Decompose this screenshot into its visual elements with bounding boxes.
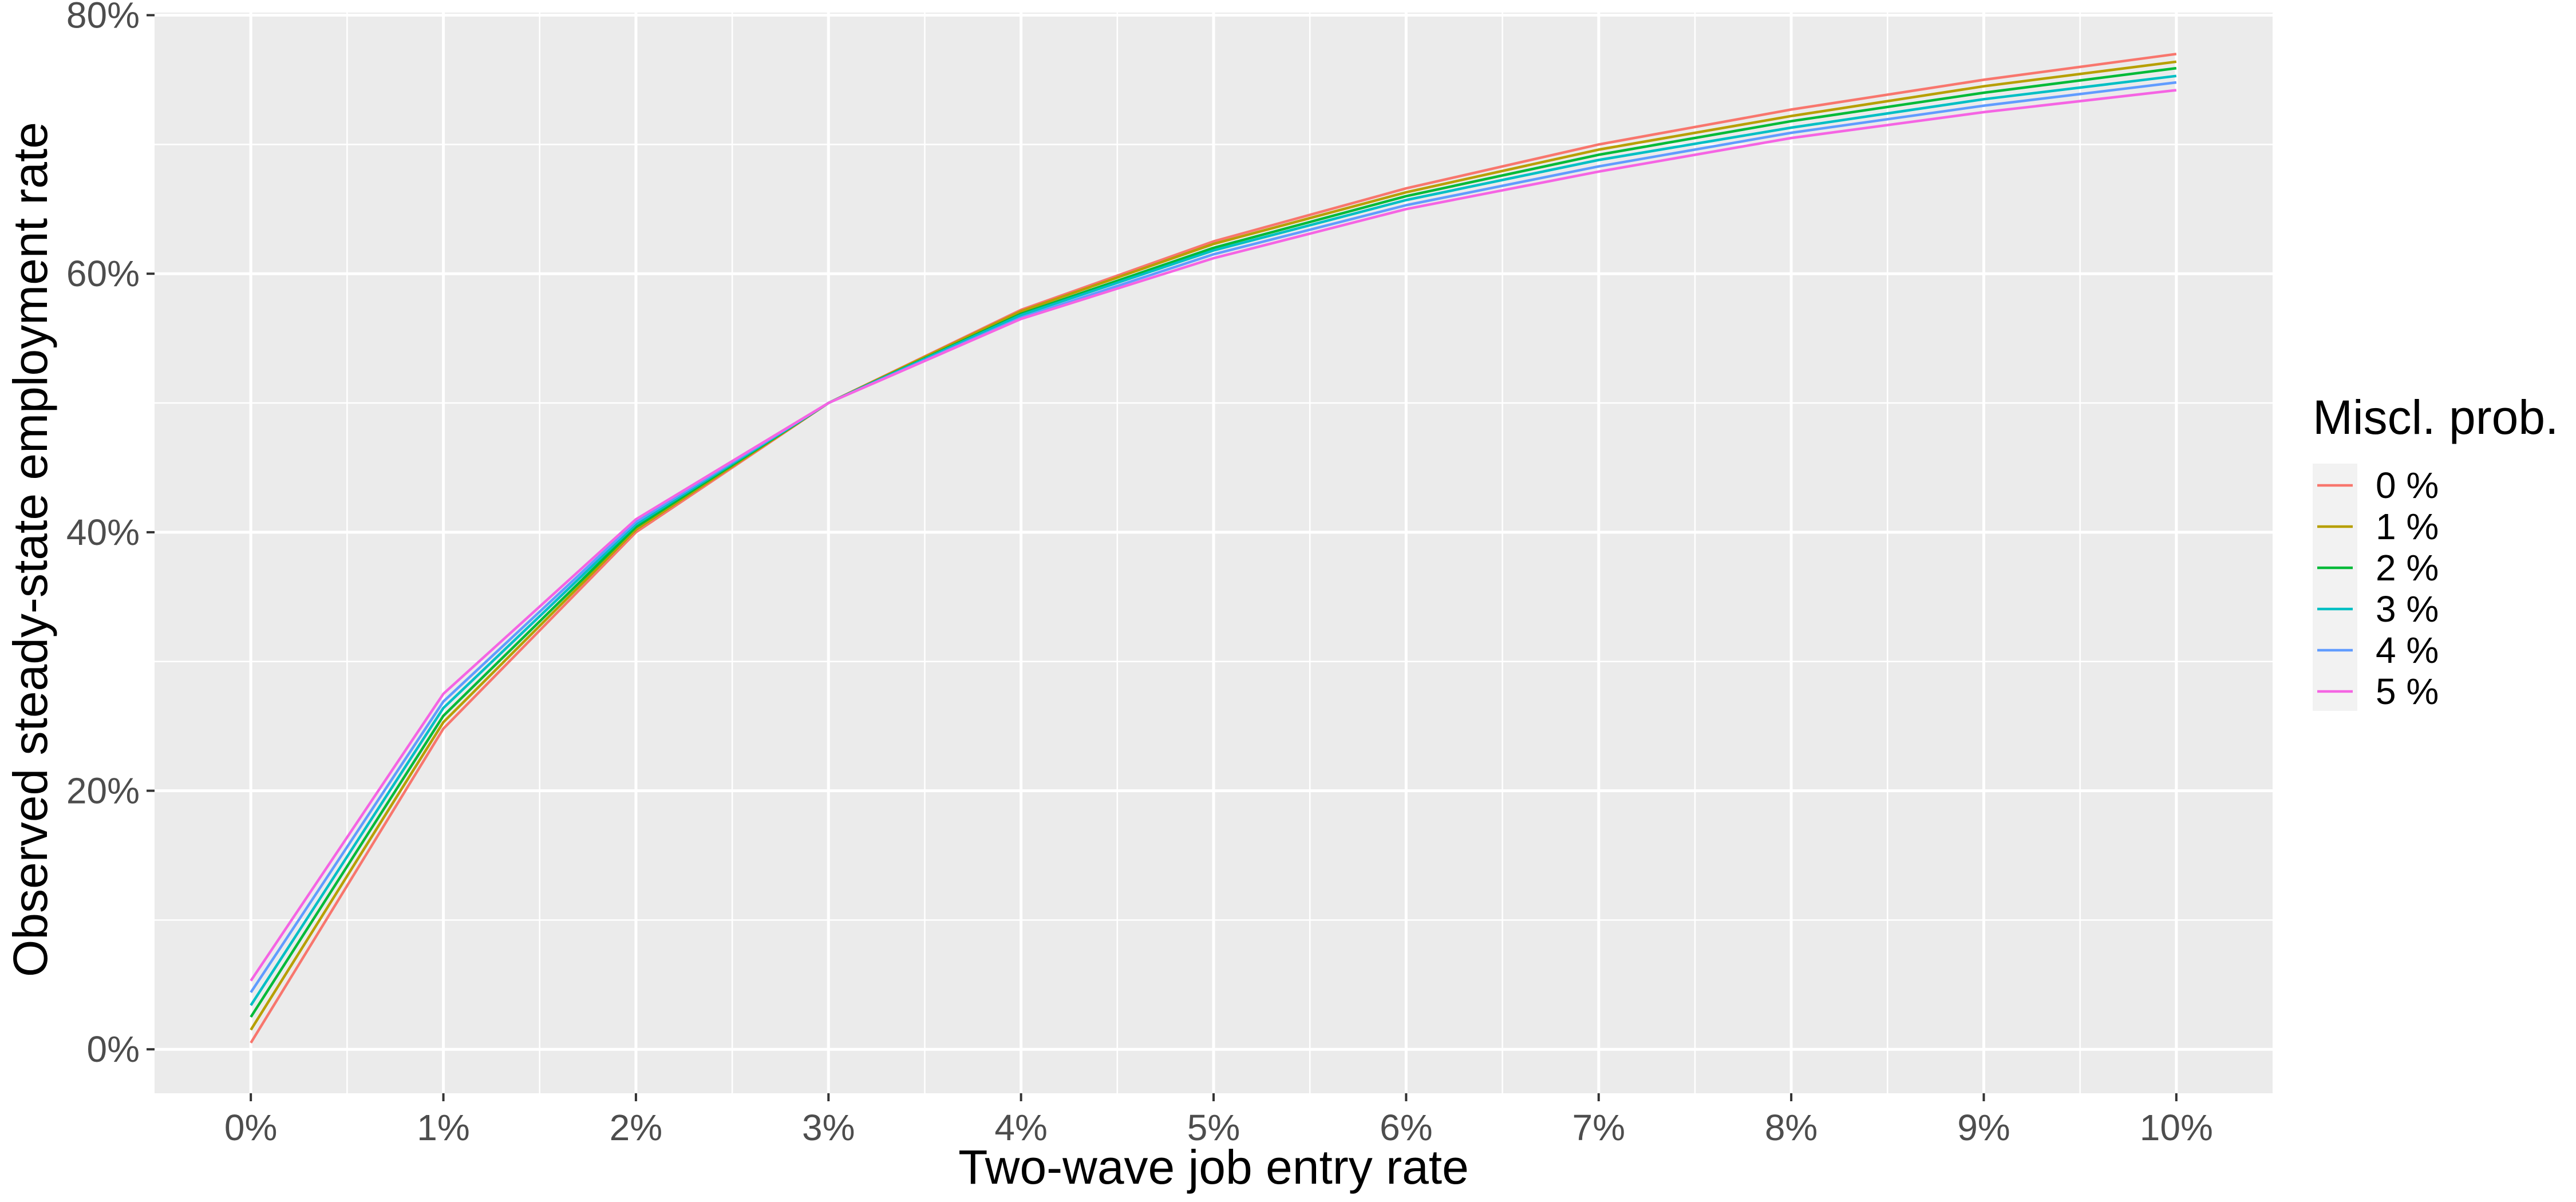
major-gridlines: [155, 13, 2273, 1093]
series-line-4: [250, 81, 2177, 994]
y-tick-label: 0%: [87, 1029, 140, 1070]
y-tick-label: 80%: [66, 0, 140, 36]
x-tick-label: 5%: [1187, 1107, 1240, 1148]
legend: Miscl. prob. 0 %1 %2 %3 %4 %5 %: [2313, 390, 2558, 712]
series-line-2: [250, 66, 2177, 1018]
legend-label: 5 %: [2376, 671, 2439, 712]
legend-label: 3 %: [2376, 588, 2439, 630]
legend-items: 0 %1 %2 %3 %4 %5 %: [2317, 465, 2439, 712]
y-axis-title: Observed steady-state employment rate: [3, 122, 57, 977]
series-line-3: [250, 74, 2177, 1006]
x-tick-label: 7%: [1572, 1107, 1625, 1148]
y-tick-label: 20%: [66, 770, 140, 812]
x-tick-label: 2%: [610, 1107, 663, 1148]
x-tick-label: 0%: [224, 1107, 278, 1148]
x-tick-label: 10%: [2140, 1107, 2213, 1148]
x-tick-label: 8%: [1765, 1107, 1818, 1148]
y-tick-label: 40%: [66, 512, 140, 553]
x-axis-title: Two-wave job entry rate: [958, 1140, 1469, 1194]
x-tick-label: 1%: [417, 1107, 470, 1148]
series-line-5: [250, 89, 2177, 982]
legend-label: 2 %: [2376, 547, 2439, 588]
y-axis: 0% 20% 40% 60% 80%: [66, 0, 155, 1070]
x-axis: 0% 1% 2% 3% 4% 5% 6% 7% 8% 9% 10%: [224, 1093, 2213, 1148]
x-tick-label: 3%: [802, 1107, 855, 1148]
x-tick-label: 6%: [1380, 1107, 1433, 1148]
y-tick-label: 60%: [66, 253, 140, 294]
legend-key-background: [2313, 464, 2357, 711]
minor-gridlines: [155, 13, 2273, 1093]
series-line-1: [250, 60, 2177, 1031]
legend-label: 4 %: [2376, 630, 2439, 671]
series-lines: [250, 53, 2177, 1044]
x-tick-label: 4%: [994, 1107, 1048, 1148]
series-line-0: [250, 53, 2177, 1044]
legend-label: 1 %: [2376, 506, 2439, 547]
legend-label: 0 %: [2376, 465, 2439, 506]
legend-title: Miscl. prob.: [2313, 390, 2558, 444]
x-tick-label: 9%: [1957, 1107, 2010, 1148]
